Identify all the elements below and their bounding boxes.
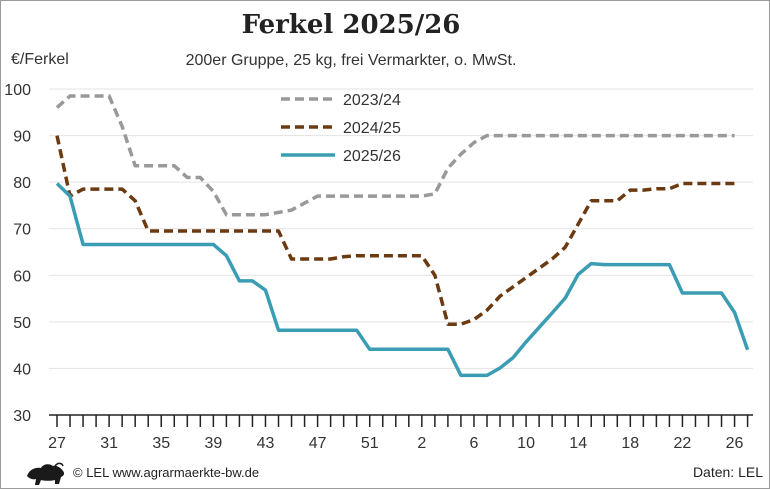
x-tick-label: 2 bbox=[417, 435, 426, 452]
y-tick-labels: 30 40 50 60 70 80 90 100 bbox=[4, 82, 31, 425]
x-tick-label: 26 bbox=[726, 435, 744, 452]
chart-subtitle: 200er Gruppe, 25 kg, frei Vermarkter, o.… bbox=[186, 52, 517, 69]
x-tick-label: 6 bbox=[470, 435, 479, 452]
series-lines bbox=[55, 94, 750, 378]
y-tick-label: 70 bbox=[13, 222, 31, 239]
y-tick-label: 40 bbox=[13, 361, 31, 378]
x-tick-label: 27 bbox=[48, 435, 66, 452]
y-tick-label: 30 bbox=[13, 408, 31, 425]
x-tick-label: 18 bbox=[621, 435, 639, 452]
x-axis: 27 31 35 39 43 47 51 2 6 10 14 18 22 26 bbox=[48, 414, 753, 452]
series-line-2025-26 bbox=[55, 182, 750, 378]
y-tick-label: 80 bbox=[13, 175, 31, 192]
x-tick-label: 22 bbox=[674, 435, 692, 452]
series-line-2024-25 bbox=[55, 135, 735, 326]
x-tick-label: 14 bbox=[569, 435, 587, 452]
x-tick-label: 10 bbox=[517, 435, 535, 452]
x-tick-label: 39 bbox=[204, 435, 222, 452]
series-line-2023-24 bbox=[55, 94, 735, 217]
y-axis-label: €/Ferkel bbox=[11, 51, 69, 68]
legend: 2023/24 2024/25 2025/26 bbox=[281, 92, 401, 165]
chart-title: Ferkel 2025/26 bbox=[242, 10, 461, 40]
x-tick-label: 51 bbox=[361, 435, 379, 452]
legend-label: 2023/24 bbox=[343, 92, 401, 109]
legend-label: 2025/26 bbox=[343, 148, 401, 165]
y-tick-label: 50 bbox=[13, 315, 31, 332]
gridlines bbox=[49, 88, 753, 369]
legend-label: 2024/25 bbox=[343, 120, 401, 137]
y-tick-label: 90 bbox=[13, 129, 31, 146]
y-tick-label: 60 bbox=[13, 268, 31, 285]
x-tick-label: 47 bbox=[309, 435, 327, 452]
lion-icon bbox=[27, 462, 65, 485]
x-tick-label: 31 bbox=[100, 435, 118, 452]
x-tick-label: 43 bbox=[257, 435, 275, 452]
x-tick-label: 35 bbox=[152, 435, 170, 452]
copyright-text: © LEL www.agrarmaerkte-bw.de bbox=[73, 465, 259, 480]
data-source: Daten: LEL bbox=[693, 464, 763, 480]
y-tick-label: 100 bbox=[4, 82, 31, 99]
